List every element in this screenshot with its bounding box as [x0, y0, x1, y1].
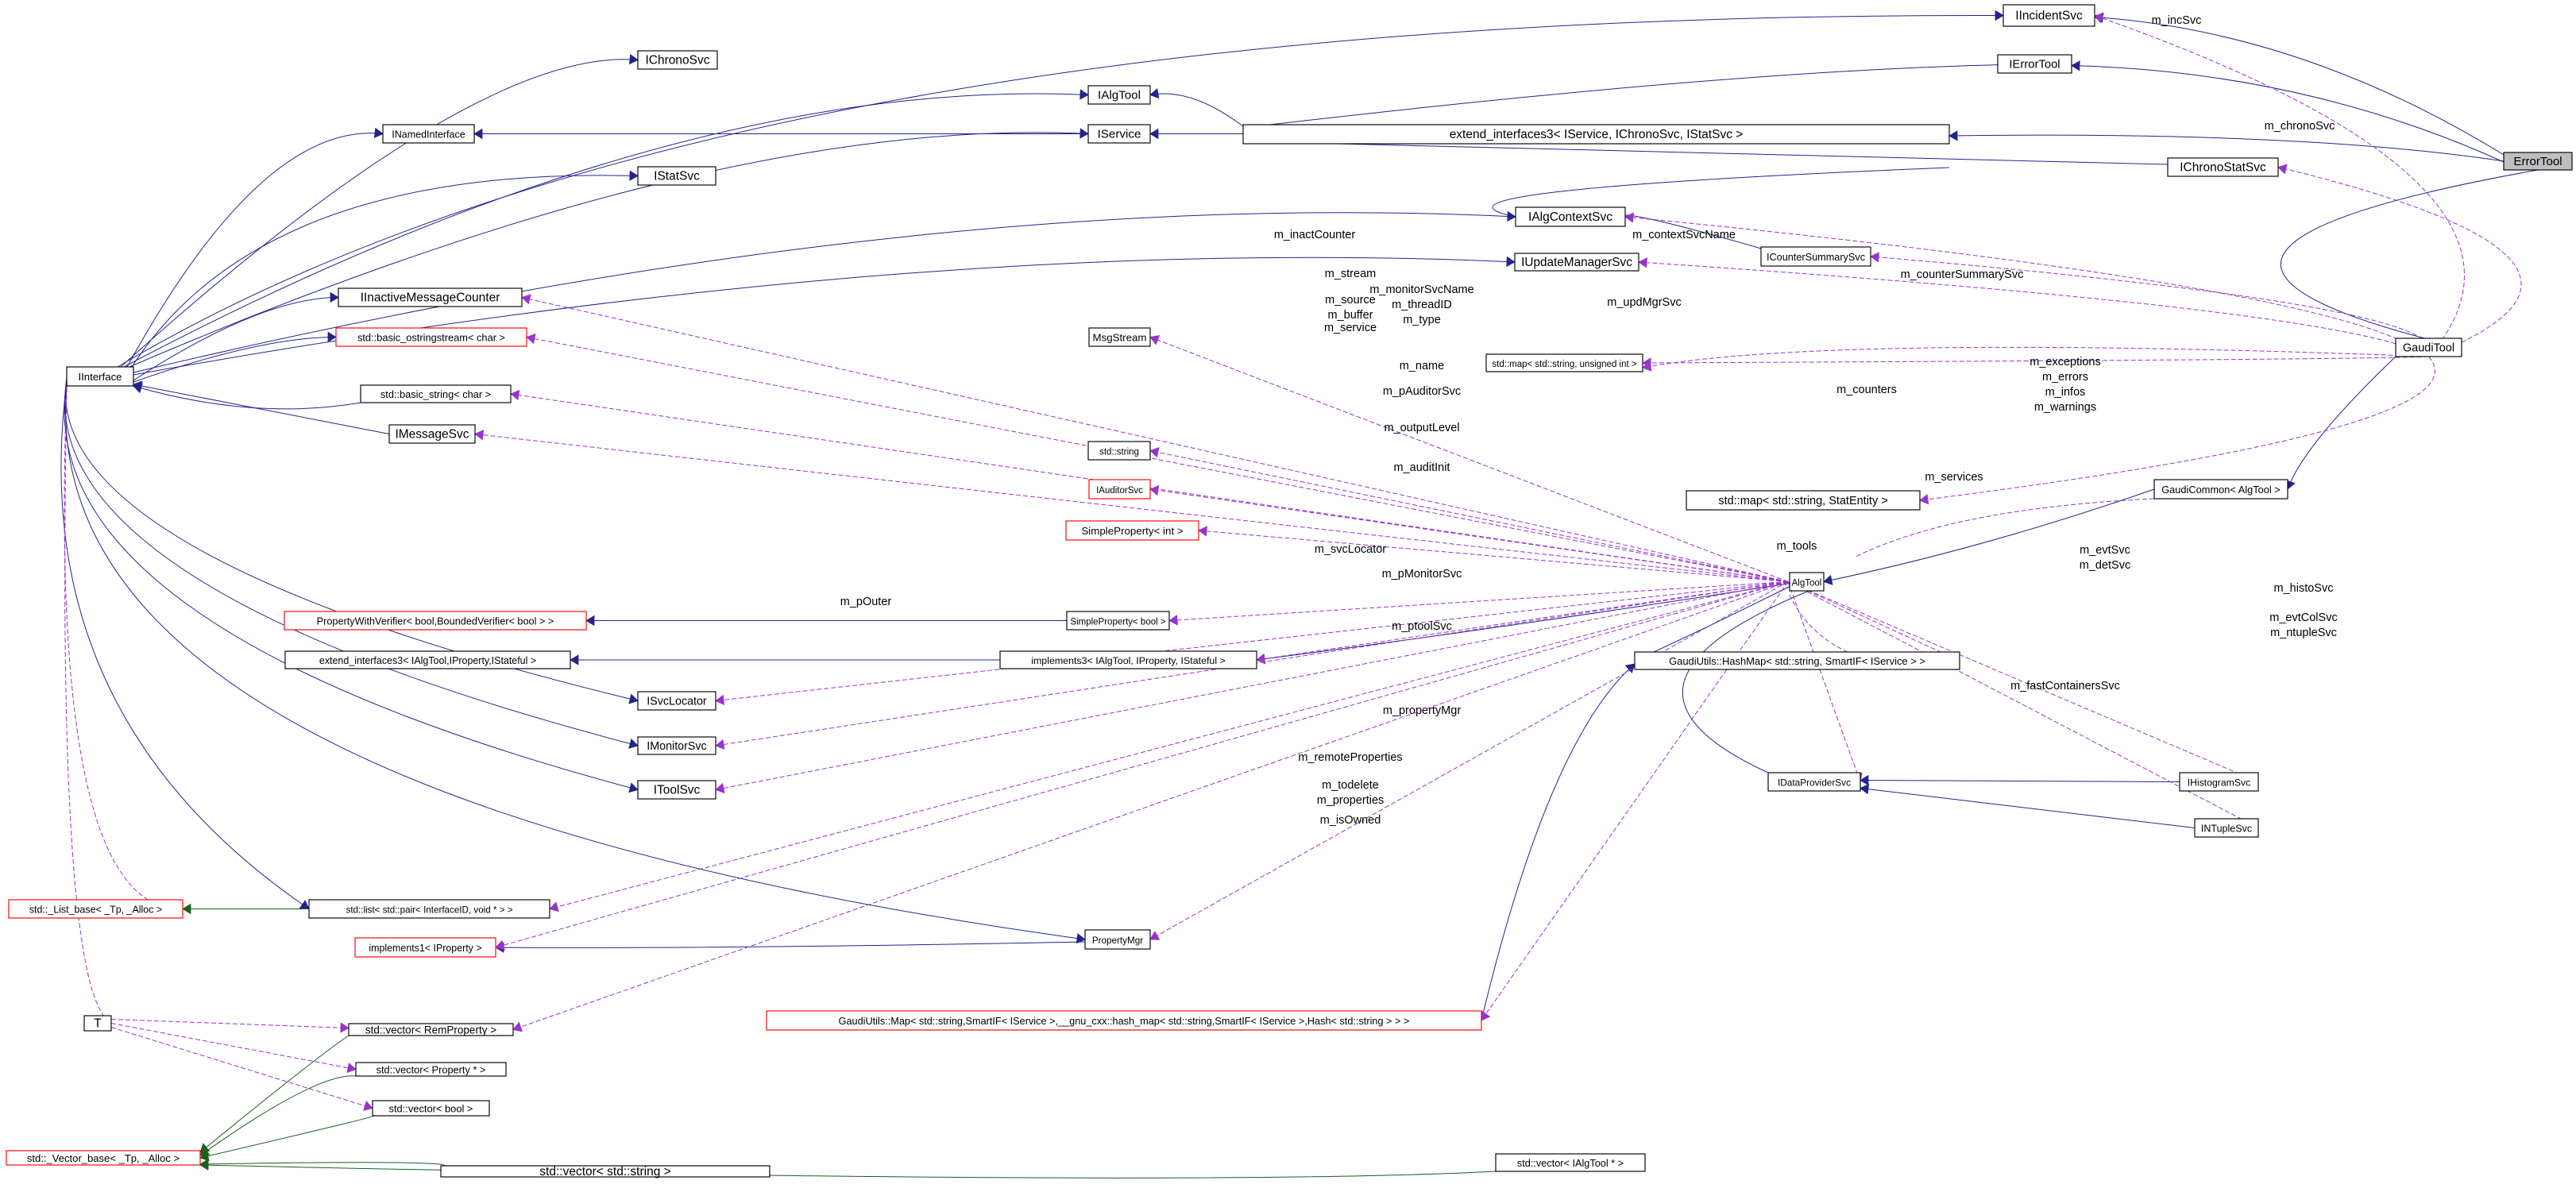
svg-text:m_infos: m_infos [2045, 386, 2086, 399]
svg-text:m_updMgrSvc: m_updMgrSvc [1607, 296, 1681, 309]
svg-text:std::vector< IAlgTool * >: std::vector< IAlgTool * > [1517, 1157, 1624, 1169]
svg-text:m_threadID: m_threadID [1392, 299, 1452, 311]
svg-text:std::vector< bool >: std::vector< bool > [389, 1103, 473, 1115]
svg-text:IIncidentSvc: IIncidentSvc [2015, 10, 2083, 23]
svg-text:m_pMonitorSvc: m_pMonitorSvc [1382, 568, 1462, 581]
svg-text:std::vector< Property * >: std::vector< Property * > [377, 1064, 486, 1076]
svg-text:GaudiTool: GaudiTool [2403, 342, 2454, 355]
svg-text:std::basic_string< char >: std::basic_string< char > [380, 388, 491, 400]
svg-text:SimpleProperty< int >: SimpleProperty< int > [1081, 525, 1184, 537]
svg-text:std::vector< RemProperty >: std::vector< RemProperty > [365, 1024, 496, 1036]
svg-text:INTupleSvc: INTupleSvc [2201, 824, 2252, 835]
svg-text:IAlgContextSvc: IAlgContextSvc [1528, 210, 1612, 224]
svg-text:extend_interfaces3< IService,: extend_interfaces3< IService, IChronoSvc… [1450, 128, 1744, 141]
svg-text:implements3< IAlgTool, IProper: implements3< IAlgTool, IProperty, IState… [1031, 655, 1226, 666]
svg-text:IChronoStatSvc: IChronoStatSvc [2180, 161, 2266, 175]
svg-text:IInterface: IInterface [78, 371, 122, 383]
svg-text:std::basic_ostringstream< char: std::basic_ostringstream< char > [357, 332, 505, 344]
svg-text:T: T [94, 1017, 102, 1031]
svg-text:std::map< std::string, unsigne: std::map< std::string, unsigned int > [1492, 360, 1636, 369]
svg-text:m_ntupleSvc: m_ntupleSvc [2270, 627, 2337, 639]
svg-text:std::vector< std::string >: std::vector< std::string > [539, 1165, 670, 1178]
svg-text:IHistogramSvc: IHistogramSvc [2188, 777, 2250, 789]
svg-text:std::map< std::string, StatEnt: std::map< std::string, StatEntity > [1718, 495, 1887, 507]
svg-text:implements1< IProperty >: implements1< IProperty > [369, 943, 481, 954]
svg-text:extend_interfaces3< IAlgTool,I: extend_interfaces3< IAlgTool,IProperty,I… [319, 655, 536, 666]
svg-text:SimpleProperty< bool >: SimpleProperty< bool > [1070, 618, 1165, 627]
svg-text:m_chronoSvc: m_chronoSvc [2265, 120, 2335, 133]
svg-text:m_services: m_services [1925, 471, 1983, 484]
svg-text:m_pAuditorSvc: m_pAuditorSvc [1383, 385, 1461, 398]
svg-text:IMonitorSvc: IMonitorSvc [647, 740, 706, 753]
svg-text:IMessageSvc: IMessageSvc [395, 428, 469, 442]
svg-text:m_detSvc: m_detSvc [2080, 559, 2130, 572]
svg-text:m_incSvc: m_incSvc [2152, 14, 2202, 27]
svg-text:m_name: m_name [1400, 360, 1444, 372]
svg-text:MsgStream: MsgStream [1093, 332, 1147, 344]
svg-text:m_histoSvc: m_histoSvc [2274, 582, 2334, 595]
svg-text:IToolSvc: IToolSvc [654, 784, 701, 797]
svg-text:IInactiveMessageCounter: IInactiveMessageCounter [361, 291, 500, 305]
svg-text:GaudiCommon< AlgTool >: GaudiCommon< AlgTool > [2161, 484, 2281, 496]
svg-text:std::_Vector_base< _Tp, _Alloc: std::_Vector_base< _Tp, _Alloc > [27, 1152, 180, 1164]
svg-text:m_tools: m_tools [1777, 540, 1817, 553]
svg-text:IChronoSvc: IChronoSvc [646, 54, 710, 68]
svg-text:ISvcLocator: ISvcLocator [647, 696, 707, 708]
svg-text:GaudiUtils::HashMap< std::stri: GaudiUtils::HashMap< std::string, SmartI… [1669, 655, 1925, 667]
svg-text:m_counterSummarySvc: m_counterSummarySvc [1901, 268, 2024, 281]
svg-text:m_pOuter: m_pOuter [840, 596, 892, 608]
svg-text:m_outputLevel: m_outputLevel [1384, 422, 1459, 434]
svg-text:m_fastContainersSvc: m_fastContainersSvc [2010, 680, 2120, 692]
svg-text:PropertyMgr: PropertyMgr [1092, 935, 1143, 946]
svg-text:m_source: m_source [1325, 294, 1376, 307]
svg-text:m_monitorSvcName: m_monitorSvcName [1369, 284, 1473, 296]
svg-text:m_evtColSvc: m_evtColSvc [2269, 611, 2337, 624]
svg-text:m_svcLocator: m_svcLocator [1315, 543, 1386, 556]
svg-text:ICounterSummarySvc: ICounterSummarySvc [1767, 252, 1866, 263]
svg-text:m_exceptions: m_exceptions [2030, 356, 2100, 368]
svg-text:std::string: std::string [1099, 448, 1139, 457]
svg-text:m_service: m_service [1324, 322, 1377, 334]
svg-text:m_propertyMgr: m_propertyMgr [1383, 704, 1461, 717]
svg-text:m_todelete: m_todelete [1322, 779, 1379, 792]
svg-text:IAlgTool: IAlgTool [1098, 89, 1141, 102]
svg-text:m_auditInit: m_auditInit [1394, 461, 1450, 474]
svg-text:PropertyWithVerifier< bool,Bou: PropertyWithVerifier< bool,BoundedVerifi… [317, 615, 554, 627]
svg-text:m_remoteProperties: m_remoteProperties [1298, 751, 1402, 764]
svg-text:AlgTool: AlgTool [1792, 579, 1822, 588]
svg-text:m_stream: m_stream [1325, 268, 1376, 280]
svg-text:IDataProviderSvc: IDataProviderSvc [1778, 777, 1851, 789]
svg-text:m_buffer: m_buffer [1328, 309, 1373, 322]
svg-text:m_properties: m_properties [1317, 794, 1385, 807]
svg-text:IStatSvc: IStatSvc [654, 170, 700, 183]
svg-text:IErrorTool: IErrorTool [2009, 59, 2060, 71]
svg-text:std::list< std::pair< Interfac: std::list< std::pair< InterfaceID, void … [346, 905, 513, 916]
svg-text:m_errors: m_errors [2042, 371, 2088, 384]
svg-text:std::_List_base< _Tp, _Alloc >: std::_List_base< _Tp, _Alloc > [29, 905, 162, 916]
svg-text:m_ptoolSvc: m_ptoolSvc [1392, 620, 1452, 633]
svg-text:INamedInterface: INamedInterface [392, 129, 465, 141]
svg-text:m_isOwned: m_isOwned [1320, 814, 1381, 827]
svg-text:m_counters: m_counters [1836, 384, 1897, 396]
svg-text:m_evtSvc: m_evtSvc [2080, 544, 2130, 557]
svg-text:m_type: m_type [1403, 314, 1441, 326]
svg-text:m_inactCounter: m_inactCounter [1274, 229, 1356, 241]
svg-text:GaudiUtils::Map< std::string,S: GaudiUtils::Map< std::string,SmartIF< IS… [839, 1015, 1410, 1027]
svg-text:ErrorTool: ErrorTool [2513, 155, 2562, 168]
svg-text:IService: IService [1098, 128, 1141, 141]
svg-text:m_warnings: m_warnings [2034, 401, 2096, 414]
svg-text:IUpdateManagerSvc: IUpdateManagerSvc [1521, 256, 1632, 269]
svg-text:m_contextSvcName: m_contextSvcName [1632, 229, 1736, 241]
svg-text:IAuditorSvc: IAuditorSvc [1096, 486, 1143, 496]
